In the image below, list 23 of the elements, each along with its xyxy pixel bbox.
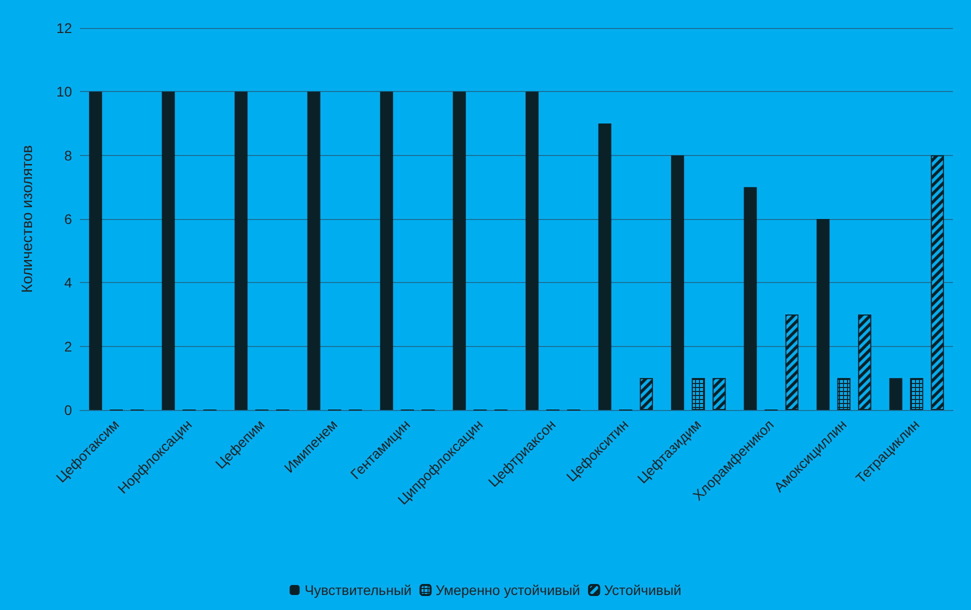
y-tick-label: 4 — [64, 274, 72, 291]
legend-label: Устойчивый — [604, 582, 682, 598]
y-tick-label: 0 — [64, 402, 72, 418]
y-tick-label: 8 — [64, 147, 72, 164]
y-tick-label: 6 — [64, 211, 72, 227]
bar — [889, 378, 902, 410]
y-tick-label: 2 — [64, 338, 72, 354]
y-tick-label: 10 — [56, 84, 72, 100]
y-axis-title: Количество изолятов — [19, 145, 36, 293]
bar — [671, 155, 684, 410]
bar — [452, 92, 466, 410]
bar — [526, 92, 539, 410]
bar — [307, 92, 320, 410]
bar — [162, 92, 175, 410]
bar — [89, 92, 102, 410]
bar — [598, 124, 612, 410]
bar — [816, 219, 830, 410]
bar — [234, 92, 248, 410]
bar — [744, 187, 757, 410]
legend-label: Умеренно устойчивый — [436, 582, 580, 598]
legend-label: Чувствительный — [304, 582, 412, 598]
bar — [380, 92, 394, 410]
y-tick-label: 12 — [56, 20, 72, 36]
